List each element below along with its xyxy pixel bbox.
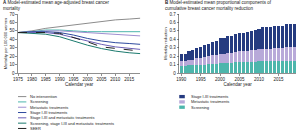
svg-text:0: 0 [173, 71, 176, 76]
svg-text:0.4: 0.4 [169, 37, 176, 42]
svg-text:0.1: 0.1 [169, 62, 176, 67]
svg-text:Metastatic treatments: Metastatic treatments [30, 105, 68, 110]
svg-text:0.2: 0.2 [169, 54, 176, 59]
svg-text:2010: 2010 [110, 77, 121, 82]
svg-text:1980: 1980 [27, 77, 38, 82]
svg-text:0.7: 0.7 [169, 12, 176, 17]
svg-text:0.6: 0.6 [169, 20, 176, 25]
svg-text:70: 70 [9, 12, 15, 17]
svg-text:Calendar year: Calendar year [223, 82, 252, 87]
svg-text:Screening, stage I-III and met: Screening, stage I-III and metastatic tr… [30, 121, 114, 126]
svg-text:Stage I-III treatments: Stage I-III treatments [191, 94, 228, 99]
svg-text:Screening: Screening [191, 105, 209, 110]
svg-text:0.5: 0.5 [169, 28, 176, 33]
svg-text:1995: 1995 [69, 77, 80, 82]
svg-text:Screening: Screening [30, 99, 48, 104]
svg-text:Mortality per 100 000 women: Mortality per 100 000 women [3, 18, 8, 70]
svg-text:1985: 1985 [41, 77, 52, 82]
svg-text:B Model-estimated mean proport: B Model-estimated mean proportional comp… [165, 0, 272, 11]
svg-text:50: 50 [9, 28, 15, 33]
svg-text:40: 40 [9, 37, 15, 42]
svg-text:2000: 2000 [82, 77, 93, 82]
svg-text:20: 20 [9, 54, 15, 59]
svg-text:0.3: 0.3 [169, 45, 176, 50]
svg-text:1990: 1990 [55, 77, 66, 82]
svg-text:Stage I-III and metastatic tre: Stage I-III and metastatic treatments [30, 115, 94, 120]
svg-text:Stage I-III treatments: Stage I-III treatments [30, 110, 67, 115]
svg-text:2015: 2015 [124, 77, 135, 82]
svg-text:2005: 2005 [96, 77, 107, 82]
svg-text:60: 60 [9, 20, 15, 25]
svg-text:A Model-estimated mean age-adj: A Model-estimated mean age-adjusted brea… [3, 0, 110, 11]
svg-text:No intervention: No intervention [30, 94, 57, 99]
svg-text:1975: 1975 [13, 77, 24, 82]
svg-text:1995: 1995 [196, 77, 207, 82]
svg-text:2000: 2000 [215, 77, 226, 82]
svg-text:Calendar year: Calendar year [65, 82, 94, 87]
svg-text:2010: 2010 [254, 77, 265, 82]
svg-text:10: 10 [9, 62, 15, 67]
svg-text:SEER: SEER [30, 126, 41, 131]
svg-text:2005: 2005 [235, 77, 246, 82]
svg-text:30: 30 [9, 45, 15, 50]
svg-text:Metastatic treatments: Metastatic treatments [191, 99, 229, 104]
svg-text:2015: 2015 [273, 77, 284, 82]
svg-text:0: 0 [12, 71, 15, 76]
svg-text:1990: 1990 [176, 77, 187, 82]
svg-text:Mortality reduction: Mortality reduction [163, 27, 168, 60]
